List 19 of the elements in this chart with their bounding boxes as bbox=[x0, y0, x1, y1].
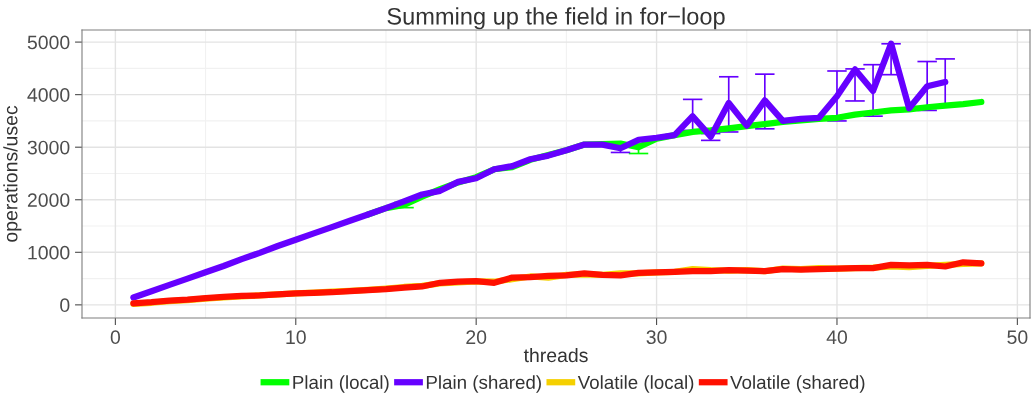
x-tick-label: 0 bbox=[110, 330, 121, 345]
x-tick-label: 50 bbox=[1007, 330, 1028, 345]
x-tick-label: 30 bbox=[646, 330, 667, 345]
x-tick-label: 10 bbox=[286, 330, 306, 345]
chart-title: Summing up the field in for−loop bbox=[387, 7, 725, 30]
legend-label: Volatile (local) bbox=[577, 375, 694, 393]
y-tick-label: 3000 bbox=[27, 140, 70, 155]
x-tick-label: 20 bbox=[466, 330, 487, 345]
legend-label: Volatile (shared) bbox=[730, 375, 865, 393]
y-tick-label: 5000 bbox=[27, 35, 70, 50]
legend-label: Plain (local) bbox=[293, 375, 389, 393]
y-tick-label: 4000 bbox=[27, 88, 70, 102]
y-axis-title: operations/usec bbox=[3, 105, 22, 242]
x-tick-label: 40 bbox=[826, 330, 848, 345]
x-axis-title: threads bbox=[523, 347, 588, 363]
legend-label: Plain (shared) bbox=[426, 375, 541, 393]
y-tick-label: 0 bbox=[60, 298, 70, 313]
y-tick-label: 1000 bbox=[28, 245, 70, 260]
y-tick-label: 2000 bbox=[27, 193, 70, 207]
